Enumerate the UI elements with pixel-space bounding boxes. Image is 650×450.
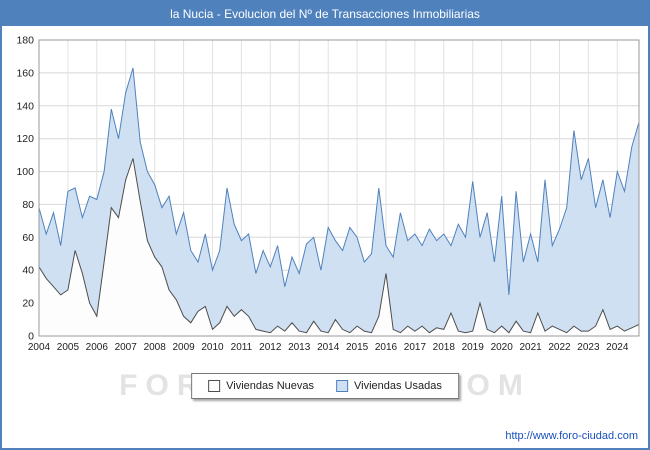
svg-text:2020: 2020 — [491, 342, 514, 353]
legend-item-viviendas-usadas[interactable]: Viviendas Usadas — [336, 380, 442, 392]
svg-text:2009: 2009 — [172, 342, 195, 353]
svg-text:2019: 2019 — [462, 342, 485, 353]
svg-text:2018: 2018 — [433, 342, 456, 353]
svg-text:2006: 2006 — [86, 342, 109, 353]
svg-text:2008: 2008 — [144, 342, 167, 353]
svg-text:2023: 2023 — [577, 342, 600, 353]
chart-area: 0 20 40 60 80 100 120 140 160 180 2004 2005 2006 2007… — [5, 30, 645, 365]
legend-label-viviendas-nuevas: Viviendas Nuevas — [226, 380, 314, 392]
legend-row: FORO-CIUDAD.COM Viviendas Nuevas Viviend… — [2, 367, 648, 413]
svg-text:40: 40 — [22, 265, 34, 277]
legend-swatch-viviendas-nuevas-icon — [208, 380, 221, 392]
svg-text:2016: 2016 — [375, 342, 398, 353]
svg-text:2007: 2007 — [115, 342, 138, 353]
legend: Viviendas Nuevas Viviendas Usadas — [191, 373, 459, 399]
svg-text:2013: 2013 — [288, 342, 311, 353]
area-chart: 0 20 40 60 80 100 120 140 160 180 2004 2005 2006 2007… — [16, 35, 640, 353]
legend-label-viviendas-usadas: Viviendas Usadas — [354, 380, 442, 392]
svg-text:140: 140 — [16, 100, 34, 112]
svg-text:2010: 2010 — [201, 342, 224, 353]
svg-text:160: 160 — [16, 67, 34, 79]
svg-text:2024: 2024 — [606, 342, 629, 353]
svg-text:2012: 2012 — [259, 342, 282, 353]
chart-title: la Nucia - Evolucion del Nº de Transacci… — [2, 2, 648, 26]
svg-text:120: 120 — [16, 133, 34, 145]
svg-text:2005: 2005 — [57, 342, 80, 353]
svg-text:0: 0 — [28, 331, 34, 343]
svg-text:100: 100 — [16, 166, 34, 178]
svg-text:60: 60 — [22, 232, 34, 244]
svg-text:2011: 2011 — [231, 342, 253, 353]
legend-item-viviendas-nuevas[interactable]: Viviendas Nuevas — [208, 380, 314, 392]
svg-text:80: 80 — [22, 199, 34, 211]
svg-text:20: 20 — [22, 298, 34, 310]
site-url[interactable]: http://www.foro-ciudad.com — [505, 430, 638, 442]
svg-text:2022: 2022 — [548, 342, 571, 353]
svg-text:180: 180 — [16, 35, 34, 47]
svg-text:2015: 2015 — [346, 342, 369, 353]
svg-text:2004: 2004 — [28, 342, 51, 353]
legend-swatch-viviendas-usadas-icon — [336, 380, 348, 392]
svg-text:2021: 2021 — [519, 342, 542, 353]
svg-text:2014: 2014 — [317, 342, 340, 353]
svg-text:2017: 2017 — [404, 342, 427, 353]
